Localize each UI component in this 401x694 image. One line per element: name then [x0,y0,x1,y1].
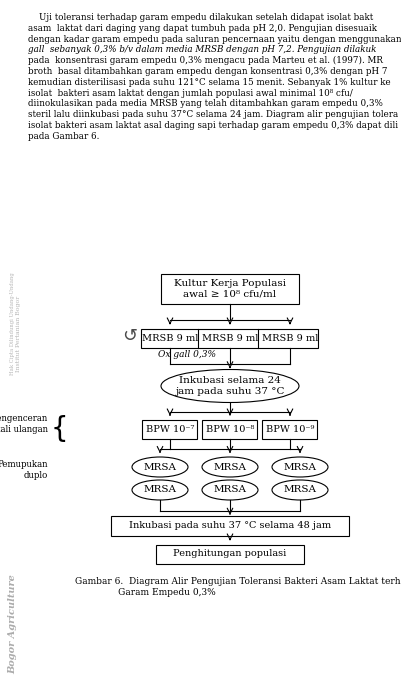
Text: gall  sebanyak 0,3% b/v dalam media MRSB dengan pH 7,2. Pengujian dilakuk: gall sebanyak 0,3% b/v dalam media MRSB … [28,45,375,54]
Bar [160,274,298,304]
Text: Institut Pertanian Bogor: Institut Pertanian Bogor [16,296,21,372]
Text: Bogor Agriculture: Bogor Agriculture [8,574,18,674]
Text: BPW 10⁻⁹: BPW 10⁻⁹ [265,425,314,434]
Text: Pemupukan
duplo: Pemupukan duplo [0,460,48,480]
Text: MRSA: MRSA [213,462,246,471]
Text: pada Gambar 6.: pada Gambar 6. [28,132,99,141]
Text: Gambar 6.  Diagram Alir Pengujian Toleransi Bakteri Asam Laktat terhad: Gambar 6. Diagram Alir Pengujian Toleran… [75,577,401,586]
Text: dengan kadar garam empedu pada saluran pencernaan yaitu dengan menggunakan: dengan kadar garam empedu pada saluran p… [28,35,401,44]
Text: Penghitungan populasi: Penghitungan populasi [173,550,286,559]
Text: Ox gall 0,3%: Ox gall 0,3% [158,350,215,359]
Text: Kultur Kerja Populasi
awal ≥ 10⁸ cfu/ml: Kultur Kerja Populasi awal ≥ 10⁸ cfu/ml [174,279,285,298]
Text: MRSA: MRSA [143,462,176,471]
Text: Inkubasi selama 24
jam pada suhu 37 °C: Inkubasi selama 24 jam pada suhu 37 °C [175,376,284,396]
Text: ↺: ↺ [122,327,137,345]
Ellipse shape [271,457,327,477]
Bar [262,419,317,439]
Bar [156,545,303,564]
Ellipse shape [271,480,327,500]
Text: steril lalu diinkubasi pada suhu 37°C selama 24 jam. Diagram alir pengujian tole: steril lalu diinkubasi pada suhu 37°C se… [28,110,397,119]
Text: asam  laktat dari daging yang dapat tumbuh pada pH 2,0. Pengujian disesuaik: asam laktat dari daging yang dapat tumbu… [28,24,376,33]
Text: {: { [51,415,69,443]
Bar [202,419,257,439]
Text: BPW 10⁻⁷: BPW 10⁻⁷ [146,425,194,434]
Text: diinokulasikan pada media MRSB yang telah ditambahkan garam empedu 0,3%: diinokulasikan pada media MRSB yang tela… [28,99,382,108]
Bar [142,419,197,439]
Text: BPW 10⁻⁸: BPW 10⁻⁸ [205,425,253,434]
Ellipse shape [201,457,257,477]
Text: isolat bakteri asam laktat asal daging sapi terhadap garam empedu 0,3% dapat dil: isolat bakteri asam laktat asal daging s… [28,121,397,130]
Ellipse shape [160,369,298,403]
Text: Pengenceran
tiga kali ulangan: Pengenceran tiga kali ulangan [0,414,48,434]
Text: MRSA: MRSA [213,486,246,495]
Text: Garam Empedu 0,3%: Garam Empedu 0,3% [75,588,215,597]
Bar [111,516,348,536]
Ellipse shape [201,480,257,500]
Text: pada  konsentrasi garam empedu 0,3% mengacu pada Marteu et al. (1997). MR: pada konsentrasi garam empedu 0,3% menga… [28,56,382,65]
Text: MRSB 9 ml: MRSB 9 ml [261,334,318,343]
Text: MRSB 9 ml: MRSB 9 ml [142,334,198,343]
Text: broth  basal ditambahkan garam empedu dengan konsentrasi 0,3% dengan pH 7: broth basal ditambahkan garam empedu den… [28,67,387,76]
Text: Hak Cipta Dilindungi Undang-Undang: Hak Cipta Dilindungi Undang-Undang [10,273,16,375]
Text: isolat  bakteri asam laktat dengan jumlah populasi awal minimal 10⁸ cfu/: isolat bakteri asam laktat dengan jumlah… [28,89,352,98]
Text: MRSA: MRSA [143,486,176,495]
Text: MRSA: MRSA [283,462,316,471]
Ellipse shape [132,457,188,477]
Bar [141,328,318,348]
Text: MRSA: MRSA [283,486,316,495]
Ellipse shape [132,480,188,500]
Text: Uji toleransi terhadap garam empedu dilakukan setelah didapat isolat bakt: Uji toleransi terhadap garam empedu dila… [28,13,372,22]
Text: kemudian disterilisasi pada suhu 121°C selama 15 menit. Sebanyak 1% kultur ke: kemudian disterilisasi pada suhu 121°C s… [28,78,390,87]
Text: Inkubasi pada suhu 37 °C selama 48 jam: Inkubasi pada suhu 37 °C selama 48 jam [129,521,330,530]
Text: MRSB 9 ml: MRSB 9 ml [201,334,257,343]
